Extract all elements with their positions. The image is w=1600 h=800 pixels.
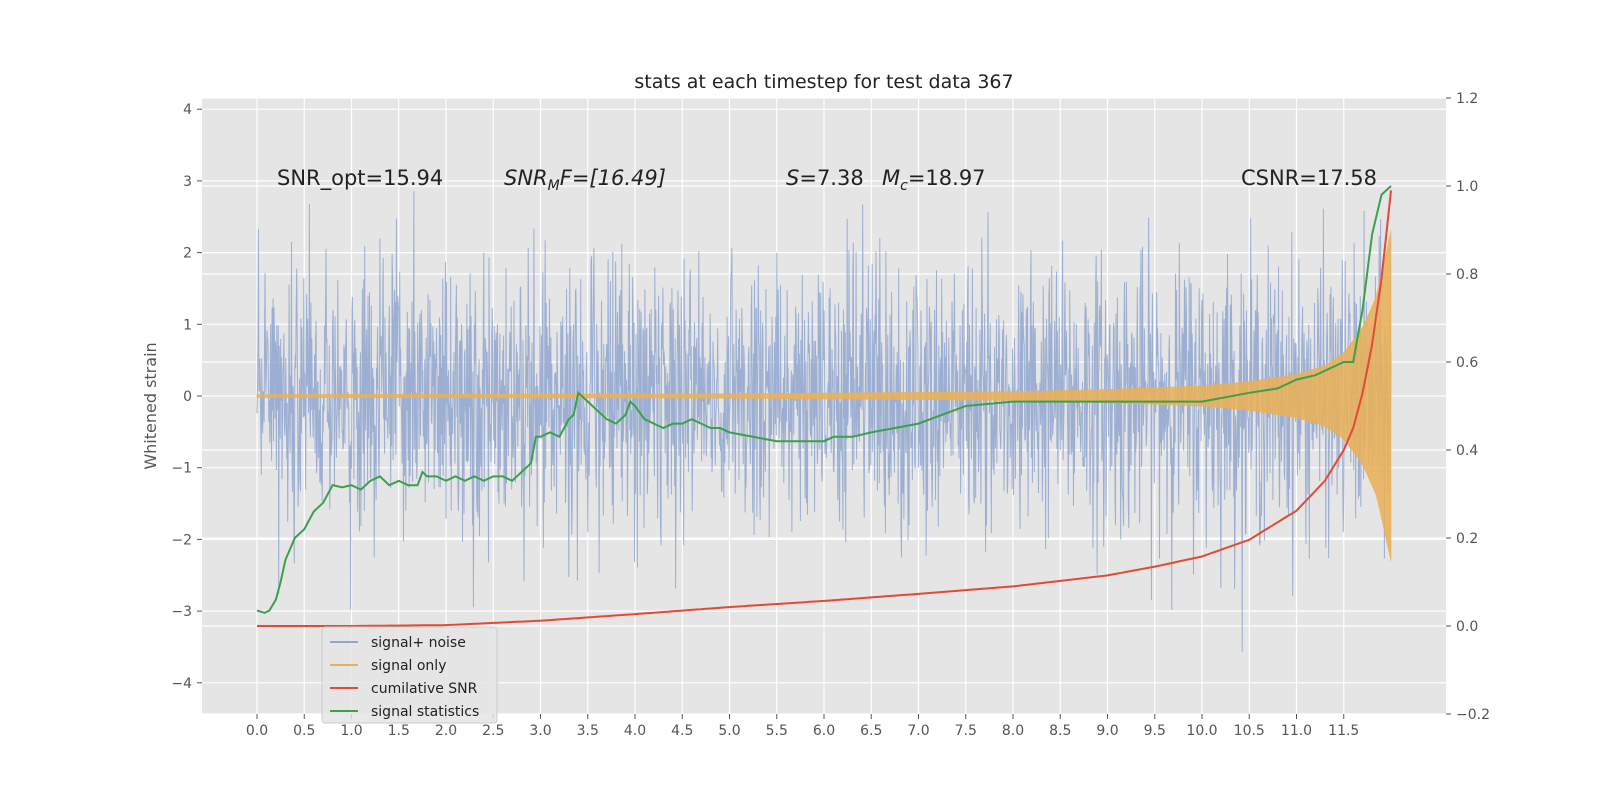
x-tick-label: 10.5	[1234, 723, 1265, 739]
y2-tick-label: 1.2	[1456, 91, 1478, 107]
legend-label-cumulative-snr: cumilative SNR	[371, 681, 478, 697]
legend-label-signal-only: signal only	[371, 658, 446, 674]
annotation-mc-value: =18.97	[908, 166, 986, 190]
series-signal-statistics	[256, 185, 1392, 614]
x-tick-label: 7.0	[907, 723, 929, 739]
annotation-snr-opt: SNR_opt=15.94	[277, 166, 443, 191]
y2-tick-label: 0.0	[1456, 619, 1478, 635]
x-tick-label: 0.0	[246, 723, 268, 739]
annotation-snr-mf-value: F=[16.49]	[560, 166, 666, 190]
annotation-s: S=7.38	[786, 166, 864, 190]
x-tick-label: 7.5	[955, 723, 977, 739]
x-tick-label: 3.5	[577, 723, 599, 739]
left-axis: 4 3 2 1 0 −1 −2 −3 −4	[171, 102, 202, 692]
annotation-s-symbol: S	[786, 166, 799, 190]
y-tick-label: 2	[183, 246, 192, 262]
annotation-snr-mf-subscript: M	[548, 178, 560, 194]
x-tick-label: 5.5	[766, 723, 788, 739]
legend-label-signal-noise: signal+ noise	[371, 635, 466, 651]
annotation-mc-subscript: c	[900, 178, 908, 194]
annotation-mc-symbol: M	[882, 166, 900, 190]
annotation-snr-mf: SNRMF=[16.49]	[504, 166, 666, 194]
annotation-s-value: =7.38	[799, 166, 863, 190]
x-tick-label: 4.5	[671, 723, 693, 739]
x-tick-label: 4.0	[624, 723, 646, 739]
series-cumulative-snr	[257, 190, 1392, 627]
x-tick-label: 3.0	[529, 723, 551, 739]
series-signal-noise	[256, 191, 1392, 653]
x-tick-label: 11.0	[1281, 723, 1312, 739]
y2-tick-label: 0.6	[1456, 355, 1478, 371]
x-tick-label: 9.0	[1096, 723, 1118, 739]
right-axis: 1.2 1.0 0.8 0.6 0.4 0.2 0.0 −0.2	[1446, 91, 1490, 723]
y-tick-label: 3	[183, 174, 192, 190]
y-tick-label: −3	[171, 604, 192, 620]
x-tick-label: 8.5	[1049, 723, 1071, 739]
y-tick-label: −1	[171, 461, 192, 477]
y2-tick-label: 0.2	[1456, 531, 1478, 547]
legend: signal+ noise signal only cumilative SNR…	[321, 626, 498, 724]
plot-area	[256, 185, 1392, 653]
x-tick-label: 0.5	[293, 723, 315, 739]
x-tick-label: 1.5	[388, 723, 410, 739]
x-tick-label: 11.5	[1328, 723, 1359, 739]
x-tick-label: 2.5	[482, 723, 504, 739]
x-tick-label: 9.5	[1144, 723, 1166, 739]
y2-tick-label: 0.8	[1456, 267, 1478, 283]
x-tick-label: 2.0	[435, 723, 457, 739]
y-axis-label: Whitened strain	[141, 342, 160, 469]
y2-tick-label: 1.0	[1456, 179, 1478, 195]
x-tick-label: 5.0	[718, 723, 740, 739]
y2-tick-label: 0.4	[1456, 443, 1478, 459]
legend-box	[321, 626, 498, 724]
x-axis: 0.0 0.5 1.0 1.5 2.0 2.5 3.0 3.5 4.0 4.5 5.0 5.5 6.0 6…	[246, 714, 1359, 739]
annotation-csnr: CSNR=17.58	[1241, 166, 1377, 190]
y-tick-label: −4	[171, 676, 192, 692]
x-tick-label: 6.0	[813, 723, 835, 739]
x-tick-label: 10.0	[1186, 723, 1217, 739]
y2-tick-label: −0.2	[1456, 707, 1490, 723]
annotation-snr-mf-symbol: SNR	[504, 166, 548, 190]
y-tick-label: 0	[183, 389, 192, 405]
chart-title: stats at each timestep for test data 367	[634, 71, 1013, 93]
x-tick-label: 8.0	[1002, 723, 1024, 739]
y-tick-label: 4	[183, 102, 192, 118]
y-tick-label: −2	[171, 532, 192, 548]
x-tick-label: 6.5	[860, 723, 882, 739]
series-signal-only	[256, 231, 1392, 561]
annotation-mc: Mc=18.97	[882, 166, 986, 194]
legend-label-signal-statistics: signal statistics	[371, 704, 479, 720]
y-tick-label: 1	[183, 317, 192, 333]
x-tick-label: 1.0	[340, 723, 362, 739]
